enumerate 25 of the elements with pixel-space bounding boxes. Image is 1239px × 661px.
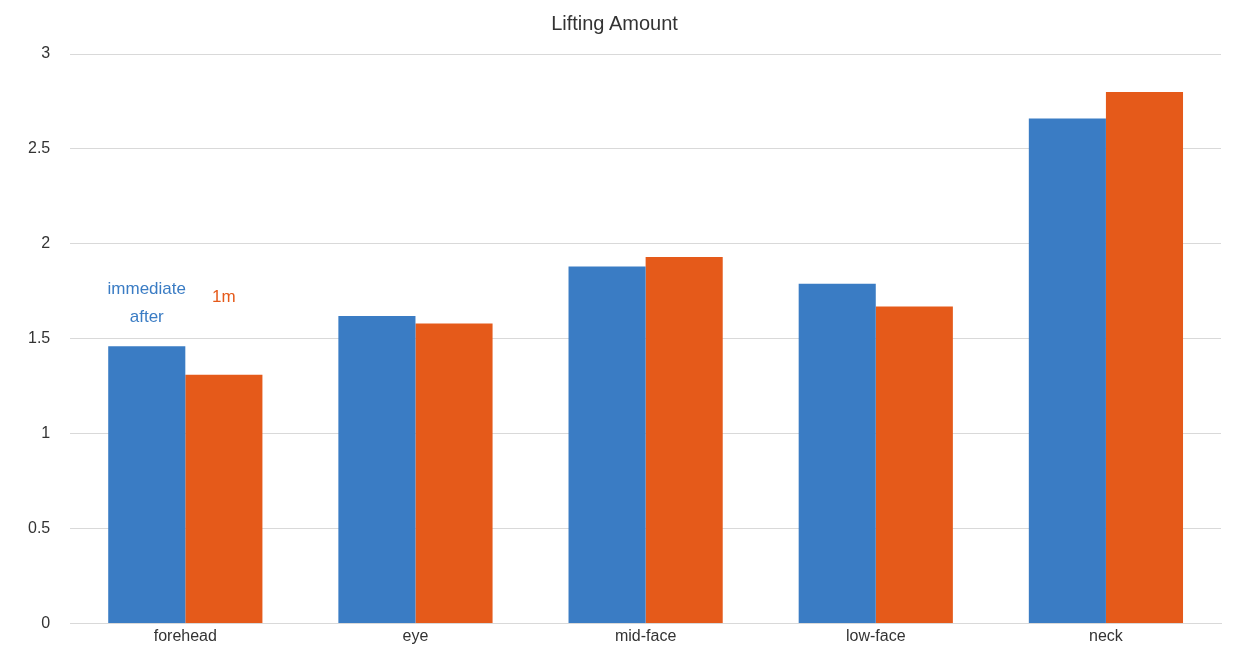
x-tick-label: eye — [402, 627, 429, 645]
y-tick-label: 2 — [41, 234, 51, 252]
x-tick-label: mid-face — [614, 627, 677, 645]
chart-title: Lifting Amount — [551, 11, 679, 34]
bar — [108, 346, 186, 623]
y-tick-label: 1.5 — [27, 329, 51, 347]
y-tick-label: 3 — [41, 44, 51, 62]
text: 1m — [212, 287, 236, 307]
y-tick-label: 1 — [41, 424, 51, 442]
bar — [875, 306, 953, 623]
bar — [415, 323, 493, 623]
bar — [568, 266, 646, 623]
x-tick-label: neck — [1089, 627, 1124, 645]
y-tick-label: 0.5 — [27, 518, 51, 536]
series-label: immediate after — [107, 279, 186, 327]
x-tick-label: forehead — [153, 627, 217, 645]
bar — [338, 315, 416, 623]
x-tick-label: low-face — [845, 627, 906, 645]
bar — [1105, 91, 1184, 623]
y-tick-label: 2.5 — [27, 139, 51, 157]
bar — [1028, 118, 1106, 623]
bar — [798, 283, 876, 623]
bar — [185, 374, 263, 623]
bar — [645, 257, 723, 623]
y-tick-label: 0 — [41, 613, 51, 631]
